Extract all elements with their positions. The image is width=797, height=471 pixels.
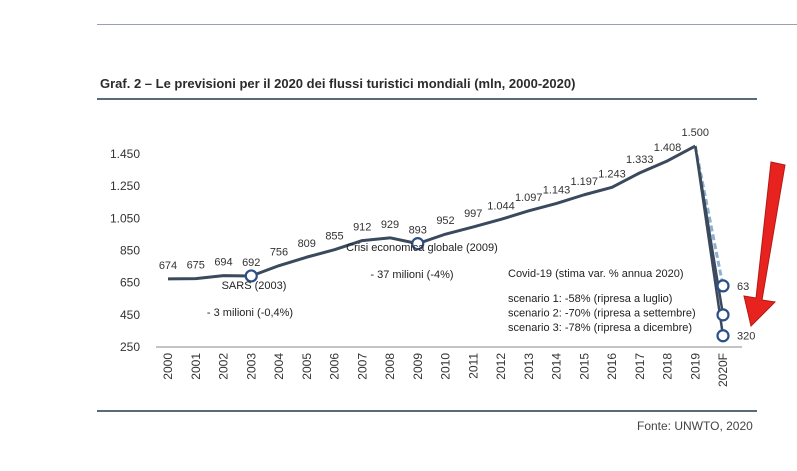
x-tick-label: 2020F [716,353,730,387]
y-tick-label: 850 [120,244,140,258]
annotation-covid-scenario: scenario 2: -70% (ripresa a settembre) [508,308,696,320]
x-tick-label: 2003 [244,353,258,380]
x-tick-label: 2000 [161,353,175,380]
y-axis-ticks: 250 450 650 850 1.050 1.250 1.450 [110,147,140,354]
x-tick-label: 2005 [300,353,314,380]
scenario-marker [716,308,730,322]
data-label: 1.500 [681,127,709,139]
x-tick-label: 2015 [577,353,591,380]
event-markers [244,237,730,343]
data-label: 1.333 [626,154,654,166]
scenario-label: 63 [737,281,749,293]
x-tick-label: 2018 [661,353,675,380]
title-underline [97,98,757,100]
y-tick-label: 1.250 [110,179,140,193]
source-note: Fonte: UNWTO, 2020 [637,419,753,433]
data-labels: 674 675 694 692 756 809 855 912 929 893 952 997 1.04… [159,127,756,343]
bottom-divider [97,410,757,412]
data-label: 997 [464,208,482,220]
scenario-label: 320 [737,331,755,343]
event-marker [244,269,258,283]
data-label: 1.097 [515,192,543,204]
scenario-marker [716,279,730,293]
y-tick-label: 650 [120,276,140,290]
x-tick-label: 2006 [328,353,342,380]
data-label: 929 [381,219,399,231]
x-tick-label: 2019 [688,353,702,380]
x-tick-label: 2012 [494,353,508,380]
x-tick-label: 2007 [355,353,369,380]
data-label: 756 [270,247,288,259]
annotations: SARS (2003) - 3 milioni (-0,4%) Crisi econ… [207,242,696,334]
annotation-covid-title: Covid-19 (stima var. % annua 2020) [508,268,683,280]
data-label: 893 [409,225,427,237]
annotation-crisis-detail: - 37 milioni (-4%) [370,269,453,281]
x-tick-label: 2002 [217,353,231,380]
data-label: 1.044 [487,200,515,212]
data-label: 1.243 [598,168,626,180]
data-label: 694 [214,257,232,269]
data-label: 912 [353,222,371,234]
annotation-sars-title: SARS (2003) [222,280,287,292]
data-label: 674 [159,260,177,272]
x-tick-label: 2013 [522,353,536,380]
red-arrow [743,161,786,327]
data-label: 809 [298,238,316,250]
data-label: 952 [436,215,454,227]
x-tick-label: 2009 [411,353,425,380]
annotation-covid-scenario: scenario 3: -78% (ripresa a dicembre) [508,322,692,334]
data-label: 855 [325,231,343,243]
top-divider [97,24,797,25]
scenario-marker [716,329,730,343]
data-label: 692 [242,257,260,269]
data-label: 1.197 [570,176,598,188]
annotation-covid-scenario: scenario 1: -58% (ripresa a luglio) [508,293,672,305]
x-tick-label: 2017 [633,353,647,380]
x-tick-label: 2014 [550,353,564,380]
x-tick-label: 2004 [272,353,286,380]
annotation-sars-detail: - 3 milioni (-0,4%) [207,307,293,319]
y-tick-label: 1.450 [110,147,140,161]
x-tick-label: 2008 [383,353,397,380]
chart-title: Graf. 2 – Le previsioni per il 2020 dei … [100,76,576,91]
y-tick-label: 1.050 [110,211,140,225]
x-tick-label: 2011 [466,353,480,379]
data-label: 675 [187,260,205,272]
event-marker [411,237,425,251]
x-tick-label: 2001 [189,353,203,380]
x-tick-label: 2016 [605,353,619,380]
annotation-crisis-title: Crisi economica globale (2009) [346,242,498,254]
x-axis-ticks: 2000 2001 2002 2003 2004 2005 2006 2007 2008 2009… [161,353,730,387]
scenario-line [694,145,725,336]
x-tick-label: 2010 [439,353,453,380]
data-label: 1.143 [543,184,571,196]
red-arrow-shape [743,161,786,327]
y-tick-label: 250 [120,340,140,354]
data-label: 1.408 [654,142,682,154]
y-tick-label: 450 [120,308,140,322]
